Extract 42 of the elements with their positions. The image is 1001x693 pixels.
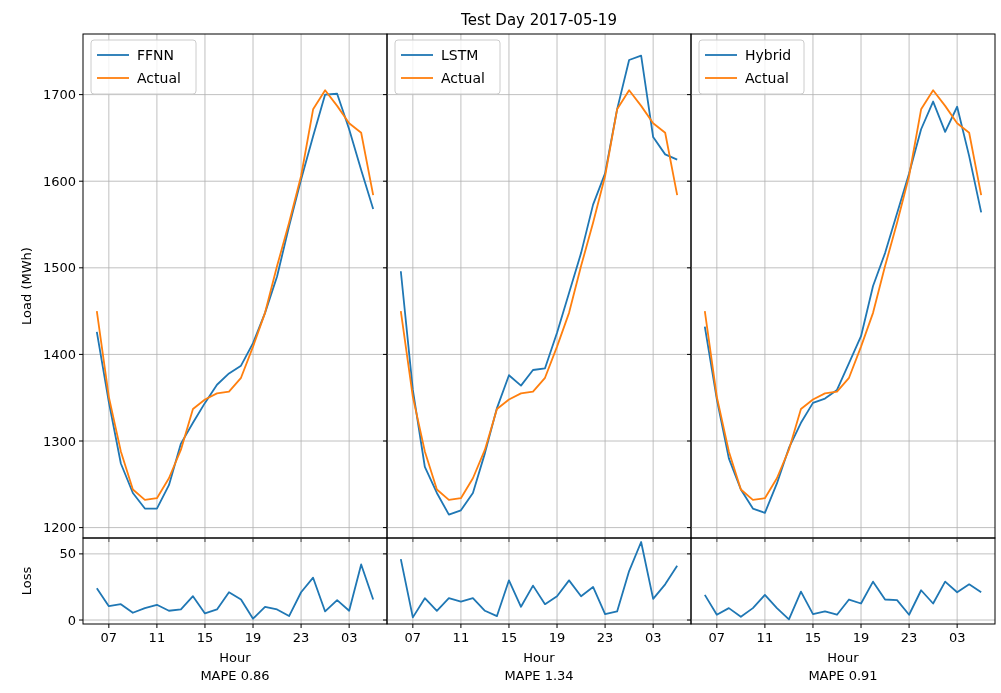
x-axis-title: Hour <box>827 650 860 665</box>
y-tick-label: 1300 <box>42 433 76 449</box>
y-axis-title: Loss <box>19 566 34 596</box>
y-tick-label: 1400 <box>42 346 76 362</box>
y-tick-label: 1600 <box>42 173 76 189</box>
y-tick-label: 1700 <box>42 87 76 103</box>
line-series <box>95 563 375 620</box>
x-tick-label: 03 <box>340 630 358 645</box>
legend-label: Actual <box>137 70 181 86</box>
x-tick-label: 07 <box>404 630 422 645</box>
text: MAPE 1.34 <box>504 668 574 683</box>
x-tick-label: 23 <box>900 630 918 645</box>
x-tick-label: 19 <box>548 630 566 645</box>
x-axis-title: Hour <box>523 650 556 665</box>
x-tick-label: 07 <box>100 630 118 645</box>
y-axis-title: Load (MWh) <box>19 247 34 325</box>
legend-label: LSTM <box>441 47 479 63</box>
y-tick-label: 1500 <box>42 260 76 276</box>
x-tick-label: 23 <box>292 630 310 645</box>
x-tick-label: 11 <box>756 630 774 645</box>
legend-label: FFNN <box>137 47 175 63</box>
x-tick-label: 15 <box>196 630 214 645</box>
legend-label: Actual <box>745 70 789 86</box>
x-tick-label: 19 <box>852 630 870 645</box>
y-tick-label: 1200 <box>42 520 76 536</box>
x-axis-title: Hour <box>219 650 252 665</box>
x-tick-label: 19 <box>244 630 262 645</box>
legend-label: Hybrid <box>745 47 792 63</box>
text: MAPE 0.86 <box>200 668 270 683</box>
x-tick-label: 07 <box>708 630 726 645</box>
y-tick-label: 0 <box>67 612 76 628</box>
y-tick-label: 50 <box>59 546 76 562</box>
x-tick-label: 15 <box>804 630 822 645</box>
x-tick-label: 03 <box>644 630 662 645</box>
x-tick-label: 15 <box>500 630 518 645</box>
legend-label: Actual <box>441 70 485 86</box>
text: MAPE 0.91 <box>808 668 878 683</box>
x-tick-label: 03 <box>948 630 966 645</box>
x-tick-label: 23 <box>596 630 614 645</box>
x-tick-label: 11 <box>148 630 166 645</box>
chart-title: Test Day 2017-05-19 <box>460 11 617 29</box>
x-tick-label: 11 <box>452 630 470 645</box>
